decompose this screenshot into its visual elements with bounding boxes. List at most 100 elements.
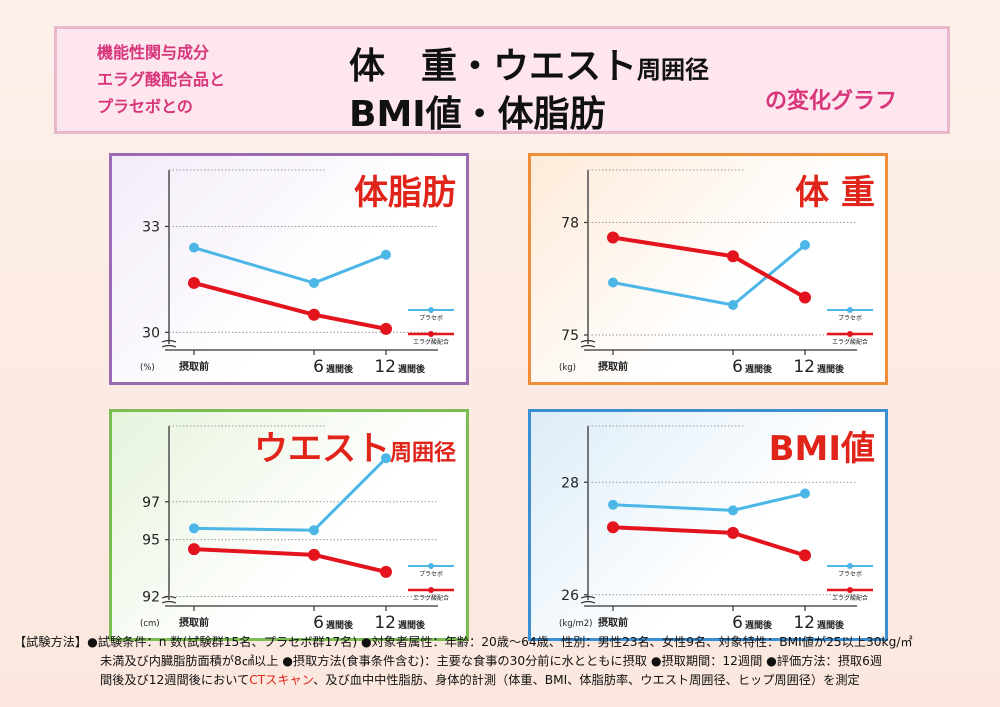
series-line (193, 457, 388, 532)
data-point (799, 291, 811, 304)
data-point (189, 523, 199, 534)
chart-title-main: 体脂肪 (354, 173, 456, 213)
header-title-line2: BMI値・体脂肪 (349, 94, 606, 135)
y-tick-label: 92 (142, 590, 160, 606)
unit-label: (kg) (559, 363, 576, 373)
x-tick-label: 12 (374, 357, 396, 377)
data-point (727, 250, 739, 263)
header-subtitle-line: 機能性関与成分 (97, 43, 210, 62)
data-point (727, 526, 739, 539)
legend-marker (428, 331, 434, 337)
header-subtitle-line: プラセボとの (97, 97, 193, 116)
chart-panel-body-fat: 30 33 (%) 摂取前 6 週間後 12 週間後 プラセボ エラグ酸配合 体脂肪 (109, 153, 469, 385)
legend-marker (428, 307, 434, 313)
unit-label: (%) (140, 363, 155, 373)
y-tick-label: 26 (561, 588, 579, 604)
x-tick-label: 摂取前 (179, 616, 209, 629)
legend-label: プラセボ (838, 314, 862, 322)
x-tick-suffix: 週間後 (326, 363, 354, 375)
series-line (612, 525, 806, 558)
legend-label: エラグ酸配合 (413, 338, 449, 346)
legend-marker (847, 307, 853, 313)
test-method-notes: 【試験方法】●試験条件：n 数(試験群15名、プラセボ群17名) ●対象者属性：… (14, 633, 989, 690)
header-title-main: 体 重・ウエスト (349, 46, 638, 87)
legend-label: エラグ酸配合 (413, 594, 449, 602)
chart-title-main: ウエスト (254, 429, 390, 469)
unit-label: (cm) (140, 619, 160, 629)
data-point (381, 453, 391, 464)
x-tick-label: 6 (732, 357, 743, 377)
x-tick-label: 摂取前 (598, 616, 628, 629)
data-point (188, 276, 200, 289)
axis-break-mark (580, 339, 596, 343)
chart-title: 体脂肪 (354, 173, 456, 213)
header-title-small: 周囲径 (637, 56, 710, 84)
axis-break-mark (161, 339, 177, 343)
header-subtitle-line: エラグ酸配合品と (97, 70, 226, 89)
x-tick-label: 6 (732, 613, 743, 633)
x-tick-suffix: 週間後 (326, 619, 354, 631)
data-point (380, 322, 392, 335)
unit-label: (kg/m2) (559, 619, 593, 629)
x-tick-label: 摂取前 (598, 360, 628, 373)
series-line (193, 547, 387, 574)
data-point (608, 499, 618, 510)
chart-title: ウエスト周囲径 (254, 429, 456, 469)
series-line (193, 281, 387, 331)
header-banner: 機能性関与成分 エラグ酸配合品と プラセボとの 体 重・ウエスト周囲径 BMI値… (54, 26, 950, 135)
chart-title: BMI値 (769, 429, 875, 469)
x-tick-label: 6 (313, 357, 324, 377)
x-tick-label: 12 (793, 357, 815, 377)
chart-panel-bmi: 26 28 (kg/m2) 摂取前 6 週間後 12 週間後 プラセボ エラグ酸配合 BMI値 (528, 409, 888, 641)
legend-label: プラセボ (419, 570, 443, 578)
axis-break-mark (580, 344, 596, 348)
data-point (607, 231, 619, 244)
data-point (607, 521, 619, 534)
y-tick-label: 28 (561, 475, 579, 491)
axis-break-mark (580, 600, 596, 604)
x-tick-suffix: 週間後 (398, 363, 426, 375)
legend-marker (847, 587, 853, 593)
footer-line-text: 未満及び内臓脂肪面積が8㎠以上 ●摂取方法(食事条件含む)：主要な食事の30分前… (100, 654, 883, 668)
legend-label: エラグ酸配合 (832, 594, 868, 602)
y-tick-label: 97 (142, 495, 160, 511)
chart-title-small: 周囲径 (390, 440, 456, 466)
header-title-suffix: の変化グラフ (765, 89, 898, 114)
x-tick-suffix: 週間後 (817, 619, 845, 631)
footer-line-text: 間後及び12週間後において (100, 673, 250, 687)
series-line (612, 492, 806, 512)
legend-marker (847, 331, 853, 337)
series-line (193, 246, 387, 285)
data-point (308, 548, 320, 561)
axis-break-mark (161, 344, 177, 348)
footer-line: 間後及び12週間後においてCTスキャン、及び血中中性脂肪、身体的計測（体重、BM… (14, 671, 989, 690)
x-tick-suffix: 週間後 (817, 363, 845, 375)
header-title-line1: 体 重・ウエスト周囲径 (349, 37, 709, 89)
chart-panel-waist: 92 95 97 (cm) 摂取前 6 週間後 12 週間後 プラセボ エラグ酸配合 ウエスト周囲径 (109, 409, 469, 641)
data-point (381, 249, 391, 260)
x-tick-suffix: 週間後 (745, 363, 773, 375)
y-tick-label: 75 (561, 328, 579, 344)
y-tick-label: 78 (561, 216, 579, 232)
data-point (800, 240, 810, 250)
footer-line: 未満及び内臓脂肪面積が8㎠以上 ●摂取方法(食事条件含む)：主要な食事の30分前… (14, 652, 989, 671)
data-point (608, 277, 618, 288)
data-point (309, 525, 319, 536)
data-point (188, 543, 200, 556)
x-tick-label: 12 (793, 613, 815, 633)
data-point (380, 565, 392, 578)
data-point (799, 549, 811, 562)
data-point (728, 300, 738, 310)
y-tick-label: 33 (142, 219, 160, 235)
legend-label: エラグ酸配合 (832, 338, 868, 346)
data-point (309, 277, 319, 288)
x-tick-label: 6 (313, 613, 324, 633)
y-tick-label: 30 (142, 325, 160, 341)
chart-title: 体 重 (795, 173, 875, 213)
legend-marker (428, 563, 434, 569)
chart-title-main: 体 重 (795, 173, 875, 213)
data-point (308, 308, 320, 321)
